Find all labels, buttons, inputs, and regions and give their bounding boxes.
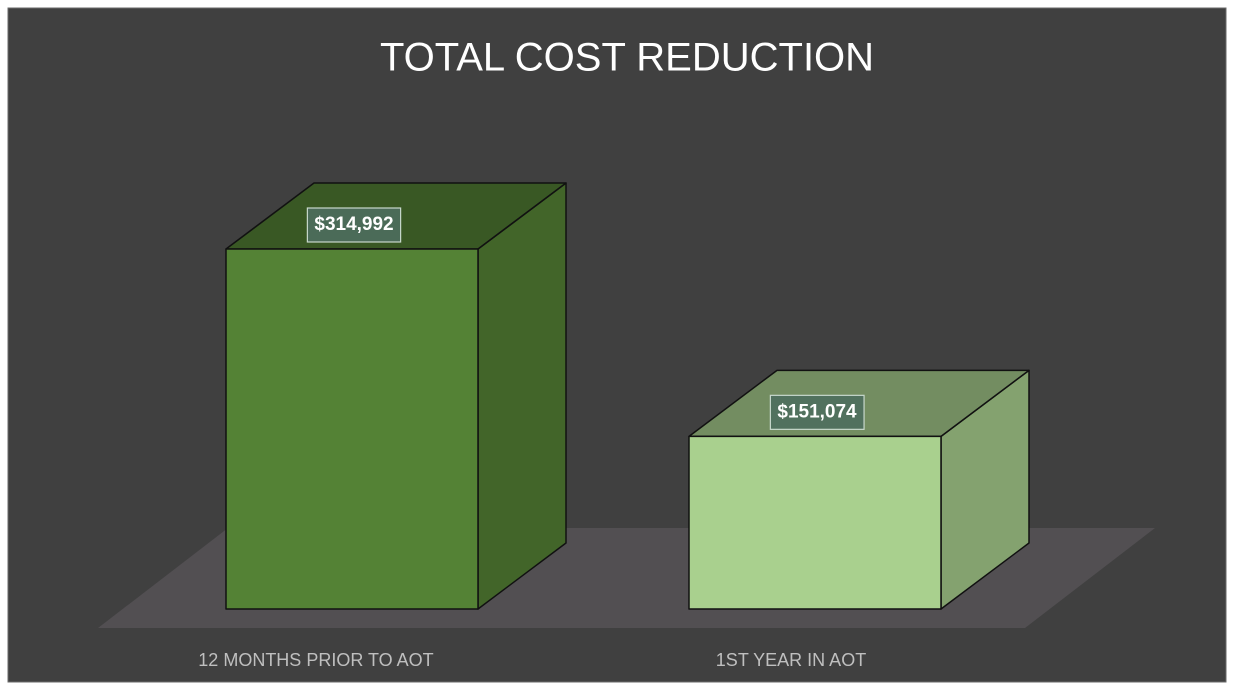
x-tick-label: 1ST YEAR IN AOT	[716, 650, 866, 670]
bar-side	[477, 182, 567, 610]
value-label: $151,074	[777, 401, 857, 422]
bar-front	[688, 435, 942, 610]
chart-title: TOTAL COST REDUCTION	[380, 36, 874, 80]
value-label-box	[306, 207, 402, 243]
value-label: $314,992	[314, 214, 393, 235]
x-tick-label: 12 MONTHS PRIOR TO AOT	[198, 650, 433, 670]
value-label-box	[769, 394, 865, 430]
bar-front	[225, 248, 479, 610]
